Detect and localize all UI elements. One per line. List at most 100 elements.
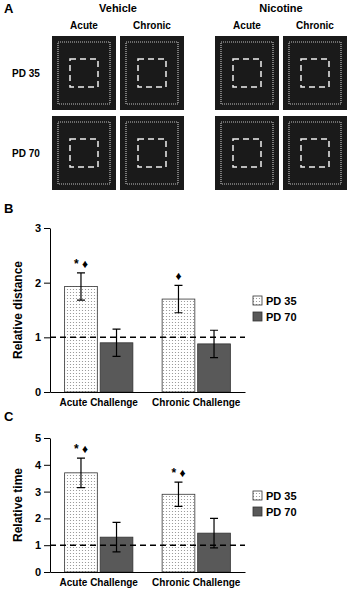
y-axis: 0 1 2 3 4 5: [35, 432, 51, 578]
legend-label: PD 35: [266, 490, 297, 502]
error-bar: [210, 518, 218, 547]
arena-outline: [289, 42, 341, 104]
center-zone: [70, 139, 98, 167]
x-tick-label: Acute Challenge: [60, 577, 139, 588]
center-zone: [301, 59, 329, 87]
track-image: [52, 36, 116, 110]
y-tick-mark: [44, 438, 50, 439]
center-zone: [301, 139, 329, 167]
y-tick-mark: [44, 518, 50, 519]
y-tick-mark: [44, 392, 50, 393]
error-bar: [113, 329, 121, 356]
y-tick-label: 0: [35, 566, 41, 578]
y-tick: 3: [35, 222, 50, 234]
column-label: Chronic: [296, 20, 334, 31]
legend-swatch: [253, 491, 262, 500]
arena-outline: [58, 42, 110, 104]
y-tick-label: 2: [35, 512, 41, 524]
y-tick-label: 1: [35, 331, 41, 343]
y-tick-mark: [44, 492, 50, 493]
x-tick: Chronic Challenge: [152, 572, 241, 588]
y-tick-label: 3: [35, 222, 41, 234]
annotation: * ♦: [74, 442, 88, 456]
y-tick-mark: [44, 228, 50, 229]
x-tick: Acute Challenge: [60, 392, 139, 408]
y-tick: 0: [35, 386, 50, 398]
arena-outline: [221, 122, 273, 184]
y-axis-title: Relative time: [11, 468, 25, 542]
row-label: PD 35: [12, 68, 40, 79]
column-label: Chronic: [133, 20, 171, 31]
legend-label: PD 70: [266, 506, 297, 518]
legend-swatch: [253, 296, 262, 305]
group-label: Vehicle: [99, 2, 137, 14]
plot-area: [50, 273, 245, 392]
center-zone: [70, 59, 98, 87]
legend-label: PD 70: [266, 311, 297, 323]
track-image: [52, 116, 116, 190]
y-tick: 5: [35, 432, 50, 444]
track-image: [283, 36, 347, 110]
y-tick: 4: [35, 459, 50, 471]
y-tick-mark: [44, 572, 50, 573]
center-zone: [138, 59, 166, 87]
arena-outline: [58, 122, 110, 184]
legend-swatch: [253, 312, 262, 321]
legend: PD 35 PD 70: [253, 490, 297, 518]
y-tick: 1: [35, 539, 50, 551]
annotation: ♦: [175, 269, 181, 283]
x-tick-label: Chronic Challenge: [152, 397, 241, 408]
arena-outline: [221, 42, 273, 104]
y-axis-line: [50, 439, 51, 573]
track-image: [120, 36, 184, 110]
arena-outline: [126, 42, 178, 104]
reference-line: [50, 337, 245, 339]
x-axis-line: [51, 572, 246, 573]
y-axis-title: Relative distance: [11, 261, 25, 359]
track-image: [215, 116, 279, 190]
figure: A Vehicle Nicotine Acute Chronic Acute Chronic…: [0, 0, 358, 594]
reference-line: [50, 544, 245, 546]
y-tick: 3: [35, 486, 50, 498]
annotation: * ♦: [74, 257, 88, 271]
y-tick-label: 0: [35, 386, 41, 398]
y-tick: 0: [35, 566, 50, 578]
y-tick-mark: [44, 337, 50, 338]
center-zone: [233, 139, 261, 167]
arena-outline: [289, 122, 341, 184]
chart-panel: B0123Acute ChallengeChronic ChallengeRel…: [4, 201, 297, 408]
y-tick-mark: [44, 465, 50, 466]
column-label: Acute: [233, 20, 261, 31]
panel-label: C: [4, 409, 14, 424]
error-bar: [77, 458, 85, 487]
row-label: PD 70: [12, 148, 40, 159]
legend-swatch: [253, 507, 262, 516]
group-label: Nicotine: [259, 2, 302, 14]
panel-label: B: [4, 201, 13, 216]
error-bar: [113, 522, 121, 551]
y-axis-line: [50, 229, 51, 393]
panel-a: A Vehicle Nicotine Acute Chronic Acute Chronic…: [4, 1, 347, 190]
x-axis-line: [51, 392, 246, 393]
y-tick-mark: [44, 545, 50, 546]
x-axis: Acute Challenge Chronic Challenge: [51, 572, 246, 588]
x-tick-label: Acute Challenge: [60, 397, 139, 408]
y-tick-label: 1: [35, 539, 41, 551]
error-bar: [174, 285, 182, 312]
column-label: Acute: [70, 20, 98, 31]
x-tick-label: Chronic Challenge: [152, 577, 241, 588]
y-axis: 0123: [35, 222, 51, 398]
x-axis: Acute Challenge Chronic Challenge: [51, 392, 246, 408]
center-zone: [138, 139, 166, 167]
legend: PD 35 PD 70: [253, 295, 297, 323]
y-tick-label: 4: [35, 459, 42, 471]
panel-label: A: [4, 1, 14, 16]
plot-area: [50, 458, 245, 572]
legend-label: PD 35: [266, 295, 297, 307]
bar: [65, 286, 98, 392]
error-bar: [77, 273, 85, 300]
track-image: [215, 36, 279, 110]
error-bar: [210, 330, 218, 357]
y-tick-label: 5: [35, 432, 41, 444]
y-tick-mark: [44, 283, 50, 284]
